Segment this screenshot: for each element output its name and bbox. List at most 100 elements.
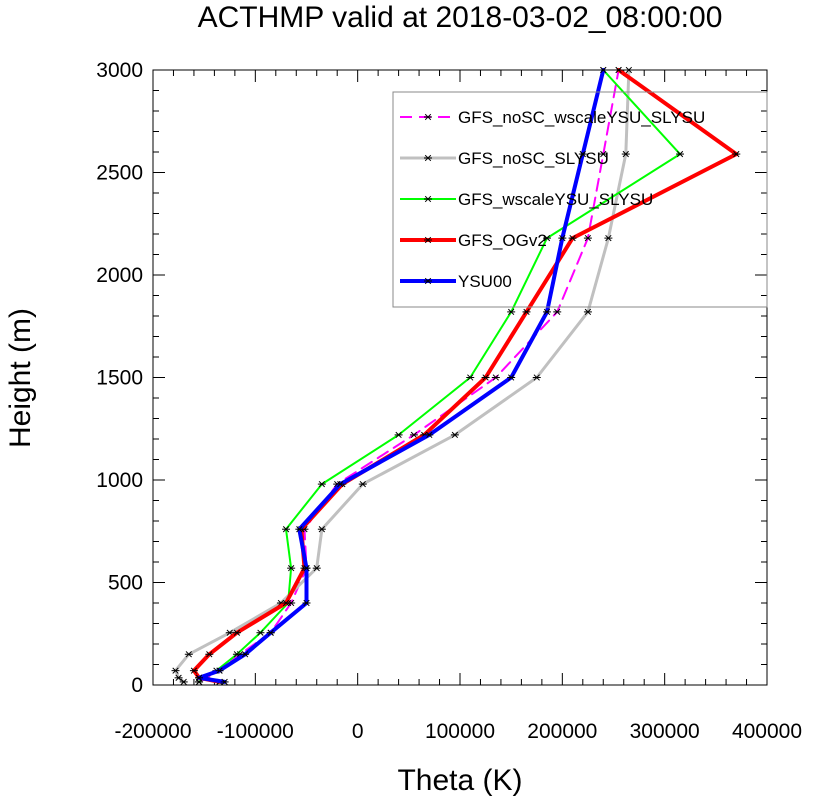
data-point [568, 234, 577, 242]
y-tick-label: 1000 [96, 469, 143, 492]
marker-stroke [605, 234, 612, 242]
data-point [542, 234, 551, 242]
y-tick-label: 0 [131, 674, 143, 697]
x-axis-label: Theta (K) [397, 764, 522, 797]
marker-stroke [313, 564, 320, 572]
marker-stroke [180, 678, 187, 686]
marker-stroke [410, 431, 418, 439]
legend-item: GFS_OGv2 [400, 231, 547, 250]
legend-marker [424, 277, 432, 285]
marker-stroke [600, 66, 607, 74]
data-point [542, 308, 551, 316]
data-point [179, 678, 188, 686]
data-point [295, 526, 304, 533]
marker-stroke [206, 651, 213, 658]
data-point [317, 480, 326, 488]
marker-stroke [543, 308, 551, 316]
chart-title: ACTHMP valid at 2018-03-02_08:00:00 [198, 1, 723, 34]
marker-stroke [533, 374, 540, 381]
data-point [599, 66, 608, 74]
marker-stroke [559, 234, 566, 242]
data-point [302, 599, 311, 607]
marker-stroke [337, 480, 344, 488]
x-tick-label: 100000 [425, 720, 495, 743]
data-point [174, 674, 183, 681]
marker-stroke [676, 150, 684, 158]
marker-stroke [282, 599, 290, 607]
data-point [171, 667, 180, 674]
marker-stroke [241, 651, 249, 658]
data-point [599, 150, 608, 158]
marker-stroke [523, 308, 530, 316]
marker-stroke [395, 431, 402, 439]
legend-marker [424, 195, 432, 203]
data-point [184, 651, 193, 658]
legend-label: GFS_noSC_SLYSU [458, 149, 609, 168]
marker-stroke [221, 678, 228, 686]
data-point [256, 629, 265, 636]
legend-label: YSU00 [458, 272, 512, 291]
data-point [583, 234, 592, 242]
data-point [532, 374, 541, 381]
legend-label: GFS_wscaleYSU_SLYSU [458, 190, 653, 209]
marker-stroke [233, 651, 241, 658]
data-point [312, 564, 321, 572]
x-tick-label: -200000 [114, 720, 191, 743]
data-point [583, 308, 592, 316]
data-point [450, 431, 459, 439]
legend-box [392, 91, 768, 308]
marker-stroke [303, 599, 310, 607]
marker-stroke [615, 66, 622, 74]
marker-stroke [175, 674, 182, 681]
data-point [336, 480, 345, 488]
marker-stroke [584, 308, 592, 316]
data-point [624, 66, 633, 74]
data-point [604, 234, 613, 242]
marker-stroke [584, 234, 592, 242]
data-point [215, 667, 224, 674]
marker-stroke [733, 150, 740, 158]
x-tick-label: 200000 [527, 720, 597, 743]
marker-stroke [424, 113, 432, 121]
marker-stroke [625, 66, 633, 74]
marker-stroke [318, 480, 326, 488]
data-point [266, 629, 275, 636]
data-point [232, 629, 241, 636]
marker-stroke [600, 150, 607, 158]
legend: GFS_noSC_wscaleYSU_SLYSU GFS_noSC_SLYSU GF… [392, 91, 768, 308]
data-point [425, 431, 434, 439]
legend-marker [424, 113, 432, 121]
data-point [621, 150, 630, 158]
y-axis-label: Height (m) [4, 308, 37, 448]
data-point [189, 667, 198, 674]
data-point [481, 374, 490, 381]
x-tick-label: 300000 [630, 720, 700, 743]
marker-stroke [492, 374, 499, 381]
series-layer [171, 66, 741, 686]
data-point [317, 526, 326, 533]
y-tick-label: 1500 [96, 367, 143, 390]
data-point [491, 374, 500, 381]
y-tick-label: 2500 [96, 162, 143, 185]
data-point [732, 150, 741, 158]
legend-item: YSU00 [400, 272, 512, 291]
marker-stroke [451, 431, 459, 439]
marker-stroke [424, 195, 432, 203]
data-point [466, 374, 475, 381]
series-ysu00 [195, 66, 608, 686]
data-point [282, 599, 291, 607]
data-point [394, 431, 403, 439]
marker-stroke [216, 667, 223, 674]
legend-item: GFS_noSC_wscaleYSU_SLYSU [400, 108, 705, 127]
marker-stroke [569, 234, 576, 242]
data-point [578, 150, 587, 158]
marker-stroke [195, 674, 203, 681]
data-point [507, 374, 516, 381]
legend-item: GFS_noSC_SLYSU [400, 149, 609, 168]
data-point [553, 308, 562, 316]
x-tick-label: -100000 [217, 720, 294, 743]
y-tick-label: 500 [108, 572, 143, 595]
marker-stroke [424, 154, 432, 162]
